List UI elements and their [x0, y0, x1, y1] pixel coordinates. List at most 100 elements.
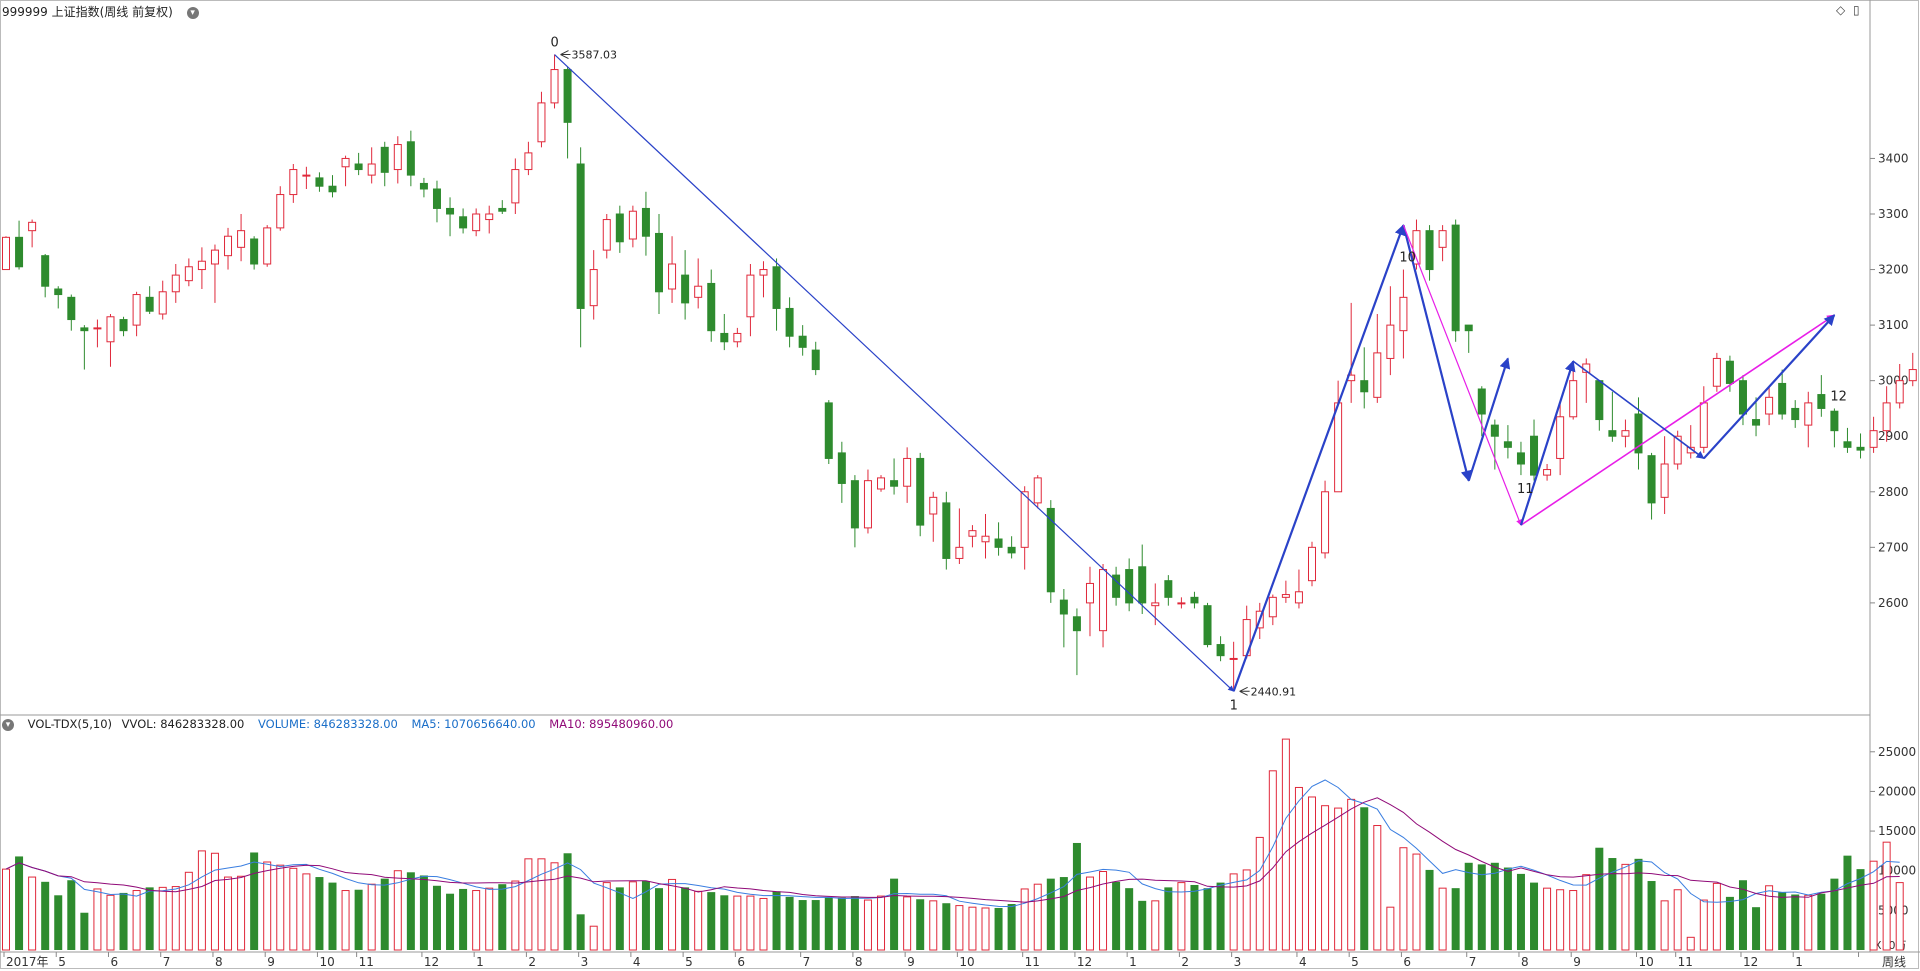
volume-bar [955, 905, 964, 951]
candle-body [511, 169, 520, 204]
wave-line [1402, 224, 1472, 482]
candle-body [250, 238, 259, 265]
price-tick-label: 3000 [1878, 374, 1909, 388]
candle [1804, 391, 1813, 448]
time-tick-label: 2 [528, 955, 536, 969]
candle [237, 214, 246, 262]
time-tick-label: 7 [1469, 955, 1477, 969]
wave-label: 1 [1230, 698, 1238, 713]
candle-body [1817, 394, 1826, 409]
extreme-price-label: 3587.03 [572, 49, 618, 62]
candle [1647, 452, 1656, 520]
candle-body [1412, 230, 1421, 265]
candle [589, 250, 598, 320]
candle-body [1869, 430, 1878, 448]
volume-bar [1412, 853, 1421, 951]
candle [1059, 589, 1068, 648]
candle [1817, 375, 1826, 417]
candle-body [1451, 224, 1460, 332]
volume-bar [772, 891, 781, 950]
price-candles [2, 54, 1917, 692]
volume-bar [446, 893, 455, 950]
candle-body [1556, 416, 1565, 459]
volume-bar [1686, 936, 1695, 951]
volume-bar [1634, 858, 1643, 950]
volume-bar [615, 887, 624, 950]
candle-body [1438, 230, 1447, 248]
candle [1438, 225, 1447, 262]
volume-bar [707, 892, 716, 950]
wave-label: 12 [1830, 389, 1847, 404]
candle-body [1085, 582, 1094, 604]
volume-bar [41, 881, 50, 950]
candle-body [759, 269, 768, 276]
candle [341, 155, 350, 187]
chevron-down-icon[interactable]: ▾ [2, 718, 14, 731]
volume-bar [171, 886, 180, 951]
candle-body [1882, 402, 1891, 432]
time-tick-label: 5 [685, 955, 693, 969]
candle [1020, 486, 1029, 570]
candle [393, 136, 402, 184]
candle [1294, 569, 1303, 609]
candle-body [850, 480, 859, 529]
volume-bar [668, 878, 677, 951]
volume-bar [1621, 863, 1630, 951]
volume-bar [1281, 738, 1290, 951]
candle-body [641, 207, 650, 237]
candle [1072, 608, 1081, 676]
candle [1099, 564, 1108, 648]
ma5-value: MA5: 1070656640.00 [411, 717, 536, 731]
candle-body [1503, 441, 1512, 448]
volume-bar [224, 876, 233, 951]
volume-bar [341, 890, 350, 951]
candle-body [733, 332, 742, 343]
candle [158, 280, 167, 320]
candle-body [1673, 435, 1682, 465]
volume-bar [1869, 860, 1878, 951]
candle-body [354, 163, 363, 171]
candle-body [1699, 402, 1708, 448]
time-tick-label: 9 [267, 955, 275, 969]
candle [315, 172, 324, 192]
candle [994, 522, 1003, 556]
candle [485, 205, 494, 234]
volume-tick-label: 5000 [1878, 903, 1909, 917]
candle [1216, 636, 1225, 662]
diamond-icon[interactable]: ◇ [1836, 3, 1846, 17]
candle-body [1543, 469, 1552, 476]
time-tick-label: 11 [1025, 955, 1040, 969]
candle [863, 469, 872, 534]
volume-bar [1125, 888, 1134, 950]
chevron-down-icon[interactable]: ▾ [186, 6, 199, 19]
candle-body [1425, 230, 1434, 271]
candle [563, 66, 572, 159]
wave-label: 0 [551, 36, 559, 51]
volume-bar [733, 895, 742, 951]
candle-body [550, 69, 559, 104]
candle-body [1216, 644, 1225, 657]
candle-body [28, 221, 37, 232]
candle [1190, 591, 1199, 609]
candle-body [328, 185, 337, 193]
volume-bar [1268, 770, 1277, 951]
candle-body [276, 194, 285, 229]
candle [354, 152, 363, 176]
candle [1203, 602, 1212, 648]
candle-body [824, 402, 833, 459]
candle [1660, 436, 1669, 514]
panel-icon[interactable]: ▯ [1853, 3, 1860, 17]
candle [1399, 269, 1408, 359]
candle-body [955, 546, 964, 559]
volume-bar [1778, 892, 1787, 950]
time-tick-label: 8 [855, 955, 863, 969]
candle-body [80, 327, 89, 332]
volume-bar [602, 882, 611, 951]
volume-bar [550, 862, 559, 951]
candle-body [184, 266, 193, 282]
volume-bar [981, 907, 990, 951]
candle [171, 264, 180, 303]
candle [1843, 427, 1852, 453]
volume-bar [655, 888, 663, 950]
